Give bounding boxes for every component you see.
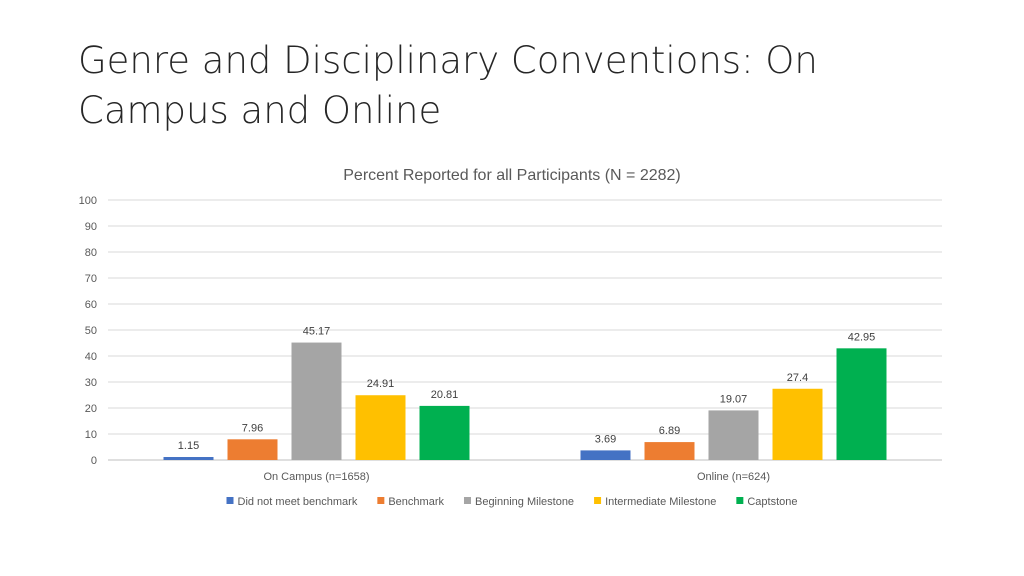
- data-label: 19.07: [720, 393, 748, 405]
- legend-label: Beginning Milestone: [475, 496, 574, 508]
- legend-swatch: [377, 497, 385, 504]
- data-label: 7.96: [242, 422, 263, 434]
- grid-lines: [108, 199, 942, 461]
- legend-label: Captstone: [747, 496, 797, 508]
- bar: [708, 410, 759, 460]
- bar: [580, 450, 631, 460]
- y-tick-label: 30: [85, 377, 97, 389]
- slide-title: Genre and Disciplinary Conventions: On C…: [78, 36, 978, 136]
- y-tick-label: 90: [85, 221, 97, 233]
- y-tick-label: 20: [85, 403, 97, 415]
- legend-item: Did not meet benchmark: [226, 496, 358, 508]
- bar: [291, 342, 342, 460]
- y-tick-label: 70: [85, 273, 97, 285]
- y-tick-label: 40: [85, 351, 97, 363]
- bars: [163, 342, 887, 460]
- legend-item: Intermediate Milestone: [594, 496, 716, 508]
- legend-label: Intermediate Milestone: [605, 496, 716, 508]
- legend-label: Did not meet benchmark: [238, 496, 358, 508]
- y-tick-label: 10: [85, 429, 97, 441]
- y-tick-label: 0: [91, 455, 97, 467]
- legend-label: Benchmark: [388, 496, 444, 508]
- category-label: On Campus (n=1658): [263, 471, 369, 483]
- chart-title: Percent Reported for all Participants (N…: [343, 167, 681, 184]
- legend-item: Benchmark: [377, 496, 444, 508]
- data-label: 3.69: [595, 433, 616, 445]
- legend-swatch: [736, 497, 744, 504]
- bar: [836, 348, 887, 460]
- y-tick-label: 100: [79, 195, 97, 207]
- bar: [772, 388, 823, 460]
- data-label: 20.81: [431, 389, 459, 401]
- bar: [355, 395, 406, 460]
- legend-item: Beginning Milestone: [463, 496, 574, 508]
- category-label: Online (n=624): [697, 471, 770, 483]
- legend-swatch: [594, 497, 602, 504]
- bar: [163, 457, 214, 460]
- x-axis-categories: On Campus (n=1658) Online (n=624): [263, 471, 770, 483]
- slide-title-line-2: Campus and Online: [78, 89, 442, 132]
- bar: [227, 439, 278, 460]
- legend-swatch: [463, 497, 471, 504]
- data-label: 24.91: [367, 378, 395, 390]
- y-tick-label: 50: [85, 325, 97, 337]
- bar: [419, 405, 470, 460]
- y-tick-label: 80: [85, 247, 97, 259]
- data-labels: 1.15 7.96 45.17 24.91 20.81 3.69 6.89 19.07 27.4…: [178, 326, 875, 452]
- data-label: 27.4: [787, 372, 808, 384]
- data-label: 42.95: [848, 331, 876, 343]
- y-tick-label: 60: [85, 299, 97, 311]
- legend: Did not meet benchmark Benchmark Beginning…: [226, 496, 798, 508]
- data-label: 45.17: [303, 326, 331, 338]
- legend-item: Captstone: [736, 496, 798, 508]
- bar: [644, 442, 695, 460]
- y-axis-ticks: 0 10 20 30 40 50 60 70 80 90 100: [79, 195, 97, 467]
- data-label: 1.15: [178, 440, 199, 452]
- slide-title-line-1: Genre and Disciplinary Conventions: On: [78, 39, 818, 82]
- data-label: 6.89: [659, 425, 680, 437]
- legend-swatch: [226, 497, 234, 504]
